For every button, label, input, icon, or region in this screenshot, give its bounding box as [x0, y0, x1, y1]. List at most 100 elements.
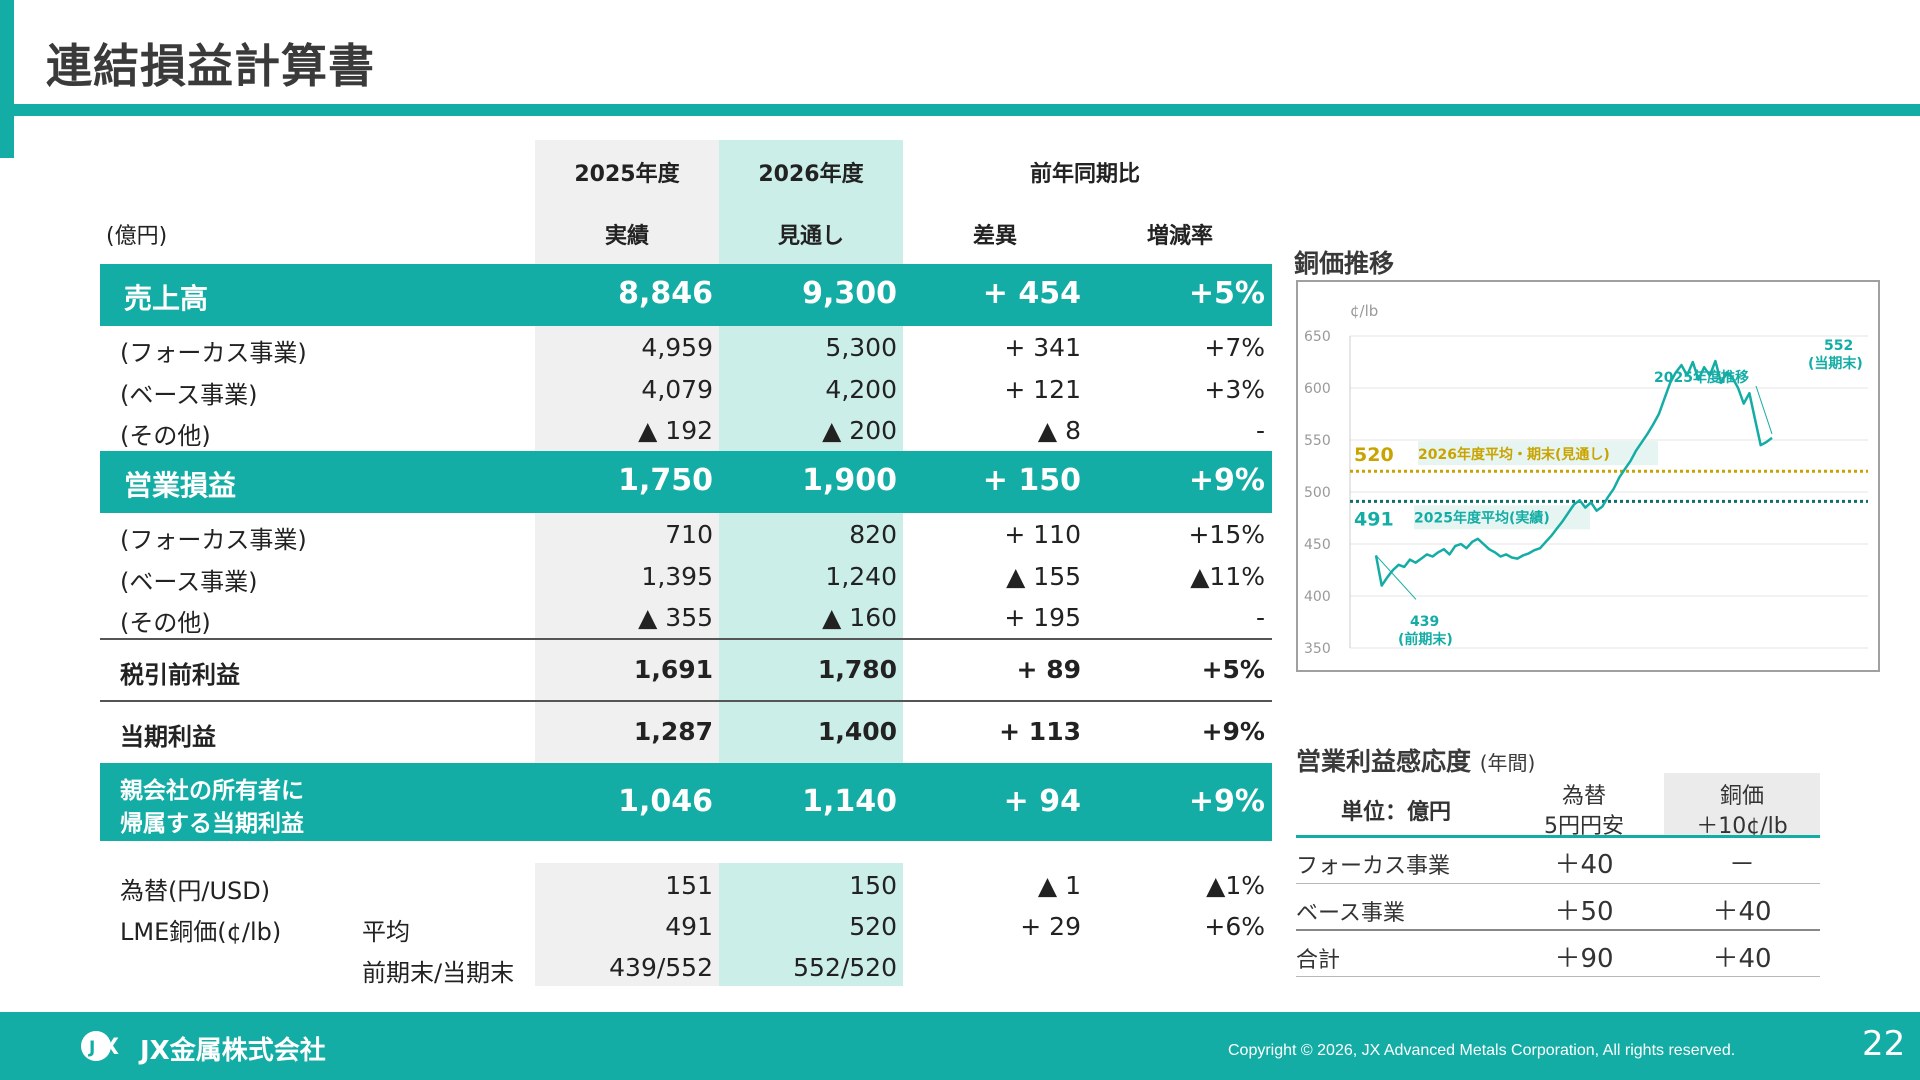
ref-2026-label-bg: [1418, 441, 1658, 466]
jx-logo-icon: J X: [81, 1031, 119, 1061]
unit-label: (億円): [106, 224, 168, 249]
parent-income-rate: +9%: [1188, 784, 1265, 819]
op-base-diff: ▲ 155: [1006, 562, 1081, 591]
revenue-base-label: (ベース事業): [120, 381, 258, 409]
revenue-base-diff: + 121: [1004, 375, 1081, 404]
revenue-diff: + 454: [982, 276, 1081, 311]
sensitivity-row-rule-1: [1296, 883, 1820, 884]
net-income-2025: 1,287: [633, 717, 713, 746]
sensitivity-title: 営業利益感応度 (年間): [1296, 742, 1535, 778]
operating-income-label: 営業損益: [124, 469, 237, 502]
revenue-2025: 8,846: [618, 276, 713, 311]
op-base-rate: ▲11%: [1190, 562, 1265, 591]
revenue-base-2026: 4,200: [825, 375, 897, 404]
y-tick-label: 550: [1304, 433, 1331, 449]
op-focus-2026: 820: [849, 520, 897, 549]
revenue-other-label: (その他): [120, 422, 211, 450]
op-focus-rate: +15%: [1188, 520, 1265, 549]
sensitivity-row-total-label: 合計: [1296, 948, 1341, 973]
op-other-2026: ▲ 160: [822, 603, 897, 632]
operating-income-2026: 1,900: [802, 463, 897, 498]
revenue-base-rate: +3%: [1204, 375, 1265, 404]
pretax-label: 税引前利益: [120, 661, 240, 689]
sensitivity-row-focus-fx: ＋40: [1554, 850, 1614, 880]
op-other-2025: ▲ 355: [638, 603, 713, 632]
header-actual: 実績: [604, 224, 649, 249]
op-base-2026: 1,240: [825, 562, 897, 591]
ref-2025-value: 491: [1354, 508, 1394, 530]
title-rule: [14, 104, 1920, 116]
ref-2026-value: 520: [1354, 444, 1394, 466]
revenue-rate: +5%: [1188, 276, 1265, 311]
revenue-other-2025: ▲ 192: [638, 416, 713, 445]
parent-income-2026: 1,140: [802, 784, 897, 819]
header-2026: 2026年度: [758, 162, 864, 187]
lme-label: LME銅価(¢/lb): [120, 918, 282, 946]
y-tick-label: 650: [1304, 329, 1331, 345]
y-tick-label: 600: [1304, 381, 1331, 397]
sensitivity-row-total-cu: ＋40: [1712, 944, 1772, 974]
end-leader-line: [1755, 385, 1773, 435]
sensitivity-row-total-fx: ＋90: [1554, 944, 1614, 974]
ref-2026-label: 2026年度平均・期末(見通し): [1418, 446, 1610, 463]
ref-2025-label: 2025年度平均(実績): [1414, 509, 1550, 526]
revenue-other-rate: -: [1255, 416, 1265, 445]
revenue-label: 売上高: [124, 282, 209, 315]
gap-spacer: [535, 841, 903, 863]
revenue-focus-2026: 5,300: [825, 333, 897, 362]
op-focus-label: (フォーカス事業): [120, 526, 307, 554]
op-focus-diff: + 110: [1004, 520, 1081, 549]
op-base-label: (ベース事業): [120, 568, 258, 596]
page-title: 連結損益計算書: [46, 39, 375, 93]
revenue-focus-diff: + 341: [1004, 333, 1081, 362]
net-income-diff: + 113: [999, 717, 1081, 746]
series-label: 2025年度推移: [1654, 369, 1749, 386]
price-series-line: [1374, 359, 1773, 587]
lme-avg-rate: +6%: [1204, 912, 1265, 941]
revenue-focus-rate: +7%: [1204, 333, 1265, 362]
sensitivity-fx-header-1: 為替: [1561, 784, 1606, 809]
lme-end-2026: 552/520: [793, 953, 897, 982]
end-value-label: 552: [1824, 338, 1853, 354]
sensitivity-row-base-label: ベース事業: [1296, 901, 1405, 926]
page-number: 22: [1862, 1024, 1906, 1064]
svg-text:J: J: [88, 1038, 95, 1058]
header-rate: 増減率: [1146, 224, 1213, 249]
sensitivity-header-line: [1296, 835, 1820, 838]
operating-income-row: [100, 451, 1272, 513]
y-axis-unit: ¢/lb: [1350, 302, 1378, 320]
copper-chart-box: ¢/lb 350 400 450 500 550 600 650 520 2026年度平均・期末(…: [1296, 280, 1880, 672]
revenue-2026: 9,300: [802, 276, 897, 311]
revenue-focus-label: (フォーカス事業): [120, 339, 307, 367]
net-income-2026: 1,400: [817, 717, 897, 746]
lme-avg-2025: 491: [665, 912, 713, 941]
copyright-text: Copyright © 2026, JX Advanced Metals Cor…: [1228, 1042, 1736, 1059]
start-value-label: 439: [1410, 614, 1439, 630]
header-diff: 差異: [972, 224, 1017, 249]
lme-end-label: 前期末/当期末: [362, 959, 515, 987]
revenue-other-2026: ▲ 200: [822, 416, 897, 445]
operating-income-rate: +9%: [1188, 463, 1265, 498]
sensitivity-row-focus-label: フォーカス事業: [1296, 854, 1451, 879]
parent-income-label-line1: 親会社の所有者に: [120, 778, 304, 804]
y-tick-label: 400: [1304, 589, 1331, 605]
sensitivity-row-base-cu: ＋40: [1712, 897, 1772, 927]
sensitivity-row-focus-cu: －: [1728, 850, 1755, 880]
y-tick-label: 500: [1304, 485, 1331, 501]
y-tick-label: 350: [1304, 641, 1331, 657]
op-other-diff: + 195: [1004, 603, 1081, 632]
start-leader-line: [1375, 555, 1417, 600]
fx-label: 為替(円/USD): [120, 877, 271, 905]
svg-text:X: X: [102, 1035, 119, 1060]
sensitivity-title-sub: (年間): [1479, 751, 1536, 775]
lme-end-2025: 439/552: [609, 953, 713, 982]
y-tick-label: 450: [1304, 537, 1331, 553]
lme-avg-label: 平均: [362, 918, 410, 946]
footer-bar: [0, 1012, 1920, 1080]
revenue-row: [100, 264, 1272, 326]
header-yoy: 前年同期比: [1029, 162, 1140, 187]
company-logo-text: JX金属株式会社: [140, 1036, 326, 1066]
revenue-base-2025: 4,079: [641, 375, 713, 404]
sensitivity-cu-header-1: 銅価: [1719, 784, 1764, 809]
fx-diff: ▲ 1: [1037, 871, 1081, 900]
